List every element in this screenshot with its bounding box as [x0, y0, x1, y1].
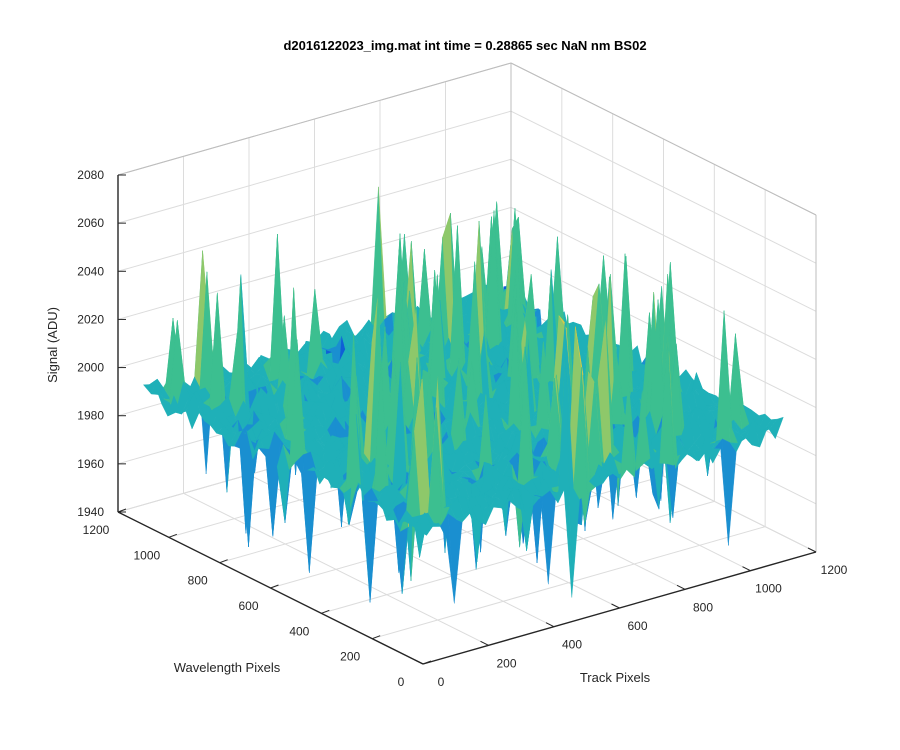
axes-layer: [117, 174, 817, 665]
y-tick-label: 800: [188, 574, 208, 588]
z-tick-label: 2020: [77, 312, 104, 326]
tick-labels: 1940196019802000202020402060208002004006…: [77, 168, 847, 689]
y-tick: [321, 609, 330, 614]
z-tick-label: 2060: [77, 216, 104, 230]
z-tick-label: 2080: [77, 168, 104, 182]
y-tick: [168, 533, 178, 538]
grid-line: [117, 158, 512, 272]
surface-plot: [142, 186, 784, 604]
z-tick-label: 1980: [77, 409, 104, 423]
x-tick: [742, 566, 751, 572]
surface-patch: [769, 416, 784, 440]
y-tick-label: 200: [340, 650, 360, 664]
x-tick: [807, 547, 817, 553]
y-tick-label: 0: [398, 675, 405, 689]
z-tick-label: 2040: [77, 264, 104, 278]
grid-line: [117, 206, 512, 320]
y-tick: [270, 584, 279, 589]
z-tick-label: 2000: [77, 361, 104, 375]
x-axis-label: Track Pixels: [580, 670, 651, 685]
x-tick-label: 800: [693, 600, 713, 614]
y-tick-label: 1200: [83, 523, 110, 537]
z-tick-label: 1960: [77, 457, 104, 471]
z-tick-label: 1940: [77, 505, 104, 519]
grid-line: [117, 110, 512, 224]
y-tick-label: 1000: [133, 548, 160, 562]
x-tick: [545, 622, 555, 628]
x-tick: [611, 603, 620, 609]
z-axis-label: Signal (ADU): [45, 307, 60, 383]
box-edge: [117, 62, 512, 176]
y-tick-label: 400: [289, 624, 309, 638]
x-tick-label: 0: [438, 675, 445, 689]
x-tick: [414, 659, 424, 665]
x-tick: [676, 584, 686, 590]
grid-line: [510, 206, 817, 360]
box-edge: [510, 62, 817, 216]
y-tick: [371, 635, 381, 640]
y-tick: [117, 508, 127, 513]
x-tick-label: 600: [627, 619, 647, 633]
x-tick-label: 400: [562, 638, 582, 652]
x-tick-label: 1000: [755, 582, 782, 596]
y-tick-label: 600: [238, 599, 258, 613]
x-tick: [480, 640, 489, 646]
y-tick: [422, 660, 432, 665]
grid-line: [510, 158, 817, 312]
x-tick-label: 200: [496, 656, 516, 670]
grid-line: [372, 526, 766, 640]
y-axis-label: Wavelength Pixels: [174, 660, 281, 675]
grid-line: [321, 500, 715, 614]
y-tick: [219, 559, 228, 564]
grid-line: [510, 110, 817, 264]
x-tick-label: 1200: [821, 563, 848, 577]
chart-title: d2016122023_img.mat int time = 0.28865 s…: [283, 38, 646, 53]
